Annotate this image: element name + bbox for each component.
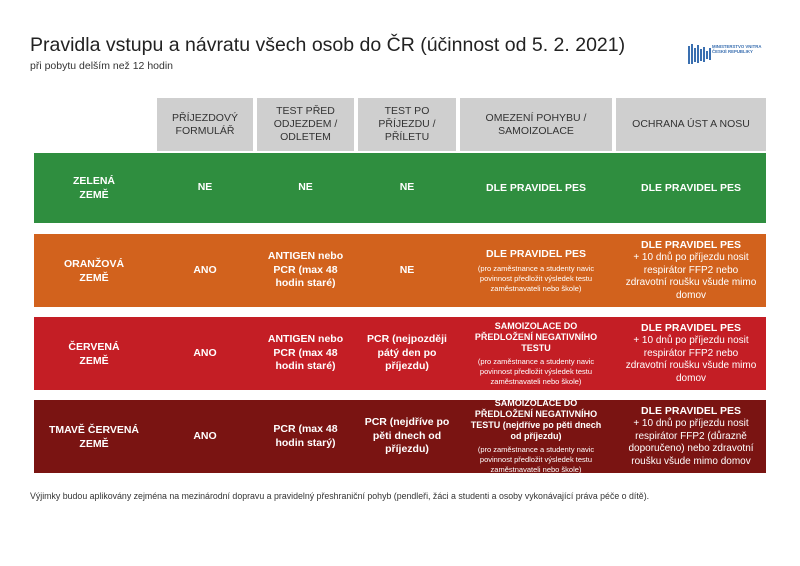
row-label-orange: ORANŽOVÁ ZEMĚ [34, 234, 154, 307]
cell-formular-green: NE [197, 181, 213, 194]
cell-test-pred-red: ANTIGEN nebo PCR (max 48 hodin staré) [267, 333, 344, 373]
cell-ochrana-orange-main: DLE PRAVIDEL PES [641, 239, 741, 251]
column-header-omezeni: OMEZENÍ POHYBU / SAMOIZOLACE [460, 98, 612, 151]
table-row-dark-red: TMAVĚ ČERVENÁ ZEMĚ ANO PCR (max 48 hodin… [34, 398, 766, 474]
cell-omezeni-orange-main: DLE PRAVIDEL PES [486, 247, 586, 260]
column-header-test-po: TEST PO PŘÍJEZDU / PŘÍLETU [358, 98, 456, 151]
cell-omezeni-dark-red-main: SAMOIZOLACE DO PŘEDLOŽENÍ NEGATIVNÍHO TE… [470, 398, 602, 441]
cell-ochrana-dark-red-note: + 10 dnů po příjezdu nosit respirátor FF… [628, 418, 754, 467]
cell-ochrana-orange-note: + 10 dnů po příjezdu nosit respirátor FF… [625, 252, 757, 301]
cell-ochrana-red: DLE PRAVIDEL PES + 10 dnů po příjezdu no… [616, 317, 766, 390]
cell-formular-orange: ANO [193, 263, 217, 276]
cell-omezeni-green: DLE PRAVIDEL PES [460, 153, 612, 223]
row-label-red: ČERVENÁ ZEMĚ [34, 317, 154, 390]
row-label-green: ZELENÁ ZEMĚ [34, 153, 154, 223]
row-label-orange-text: ORANŽOVÁ ZEMĚ [63, 257, 125, 284]
page-subtitle: při pobytu delším než 12 hodin [30, 60, 174, 72]
cell-ochrana-green: DLE PRAVIDEL PES [616, 153, 766, 223]
cell-omezeni-orange: DLE PRAVIDEL PES (pro zaměstnance a stud… [460, 234, 612, 307]
table-row-red: ČERVENÁ ZEMĚ ANO ANTIGEN nebo PCR (max 4… [34, 317, 766, 390]
row-label-green-text: ZELENÁ ZEMĚ [73, 175, 115, 201]
cell-test-pred-green: NE [298, 181, 313, 194]
cell-test-pred-orange: ANTIGEN nebo PCR (max 48 hodin staré) [267, 250, 344, 290]
cell-ochrana-green-main: DLE PRAVIDEL PES [641, 181, 741, 194]
logo-text-line2: ČESKÉ REPUBLIKY [712, 49, 753, 54]
logo-text-line1: MINISTERSTVO VNITRA [712, 44, 762, 49]
cell-omezeni-dark-red: SAMOIZOLACE DO PŘEDLOŽENÍ NEGATIVNÍHO TE… [460, 398, 612, 474]
cell-omezeni-red: SAMOIZOLACE DO PŘEDLOŽENÍ NEGATIVNÍHO TE… [460, 317, 612, 390]
cell-test-po-dark-red: PCR (nejdříve po pěti dnech od příjezdu) [364, 416, 450, 456]
row-label-dark-red: TMAVĚ ČERVENÁ ZEMĚ [34, 400, 154, 473]
cell-omezeni-dark-red-note: (pro zaměstnance a studenty navic povinn… [477, 445, 595, 474]
cell-test-po-orange: NE [399, 263, 415, 276]
cell-omezeni-green-main: DLE PRAVIDEL PES [486, 181, 586, 194]
cell-test-po-green: NE [399, 181, 415, 194]
column-header-ochrana: OCHRANA ÚST A NOSU [616, 98, 766, 151]
column-header-test-pred: TEST PŘED ODJEZDEM / ODLETEM [257, 98, 354, 151]
cell-omezeni-red-main: SAMOIZOLACE DO PŘEDLOŽENÍ NEGATIVNÍHO TE… [474, 320, 598, 353]
cell-formular-dark-red: ANO [193, 429, 217, 442]
cell-ochrana-red-note: + 10 dnů po příjezdu nosit respirátor FF… [625, 335, 757, 384]
cell-formular-red: ANO [193, 346, 217, 359]
footnote: Výjimky budou aplikovány zejména na mezi… [30, 491, 650, 501]
cell-ochrana-dark-red-main: DLE PRAVIDEL PES [641, 405, 741, 417]
row-label-red-text: ČERVENÁ ZEMĚ [68, 340, 120, 367]
page-title: Pravidla vstupu a návratu všech osob do … [30, 34, 626, 56]
table-row-green: ZELENÁ ZEMĚ NE NE NE DLE PRAVIDEL PES DL… [34, 153, 766, 223]
cell-ochrana-orange: DLE PRAVIDEL PES + 10 dnů po příjezdu no… [616, 234, 766, 307]
cell-test-po-red: PCR (nejpozději pátý den po příjezdu) [367, 333, 447, 373]
table-row-orange: ORANŽOVÁ ZEMĚ ANO ANTIGEN nebo PCR (max … [34, 234, 766, 307]
cell-test-pred-dark-red: PCR (max 48 hodin starý) [273, 423, 338, 449]
ministry-logo-icon [688, 44, 711, 64]
cell-ochrana-red-main: DLE PRAVIDEL PES [641, 322, 741, 334]
logo-text: MINISTERSTVO VNITRA ČESKÉ REPUBLIKY [712, 44, 761, 54]
cell-omezeni-red-note: (pro zaměstnance a studenty navic povinn… [477, 356, 595, 386]
cell-omezeni-orange-note: (pro zaměstnance a studenty navic povinn… [477, 263, 595, 293]
cell-ochrana-dark-red: DLE PRAVIDEL PES + 10 dnů po příjezdu no… [616, 400, 766, 473]
row-label-dark-red-text: TMAVĚ ČERVENÁ ZEMĚ [48, 423, 140, 450]
column-header-formular: PŘÍJEZDOVÝ FORMULÁŘ [157, 98, 253, 151]
